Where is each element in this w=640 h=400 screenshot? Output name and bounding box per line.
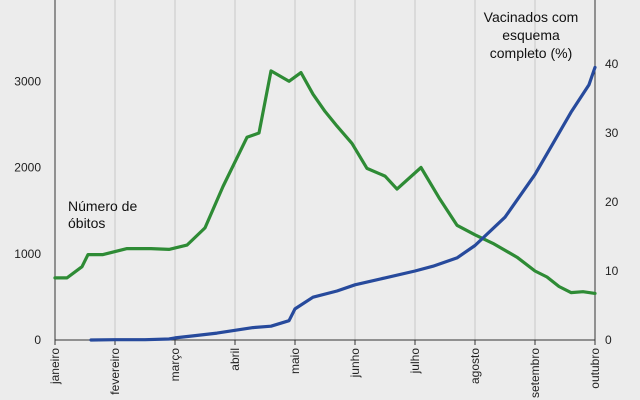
vaccinated-annotation-line1: Vacinados com — [484, 9, 579, 25]
vaccinated-annotation-line3: completo (%) — [490, 45, 572, 61]
right-axis-ticks: 0 10 20 30 40 — [605, 57, 619, 347]
month-label: fevereiro — [108, 348, 122, 395]
left-tick-label: 1000 — [14, 247, 41, 261]
left-tick-label: 0 — [34, 333, 41, 347]
right-tick-label: 10 — [605, 264, 619, 278]
month-label: abril — [228, 348, 242, 371]
right-tick-label: 40 — [605, 57, 619, 71]
month-label: março — [168, 348, 182, 382]
left-tick-label: 2000 — [14, 161, 41, 175]
month-label: julho — [408, 348, 422, 375]
right-tick-label: 20 — [605, 195, 619, 209]
month-label: junho — [348, 348, 362, 379]
grid — [114, 0, 536, 340]
left-tick-label: 3000 — [14, 74, 41, 88]
deaths-series-line — [53, 69, 597, 295]
right-tick-label: 30 — [605, 126, 619, 140]
series-lines — [53, 65, 597, 342]
vaccinated-series-line — [89, 65, 597, 342]
left-axis-ticks: 0 1000 2000 3000 4000 — [14, 0, 41, 347]
month-label: janeiro — [48, 348, 62, 385]
left-tick-label: 4000 — [14, 0, 41, 2]
deaths-annotation-line1: Número de — [68, 198, 137, 214]
deaths-annotation-line2: óbitos — [68, 215, 105, 231]
right-tick-label: 0 — [605, 333, 612, 347]
month-labels: janeiro fevereiro março abril maio junho julho… — [48, 348, 602, 398]
vaccinated-annotation-line2: esquema — [502, 27, 560, 43]
month-label: outubro — [588, 348, 602, 389]
month-label: maio — [288, 348, 302, 374]
month-label: setembro — [528, 348, 542, 398]
month-label: agosto — [468, 348, 482, 384]
